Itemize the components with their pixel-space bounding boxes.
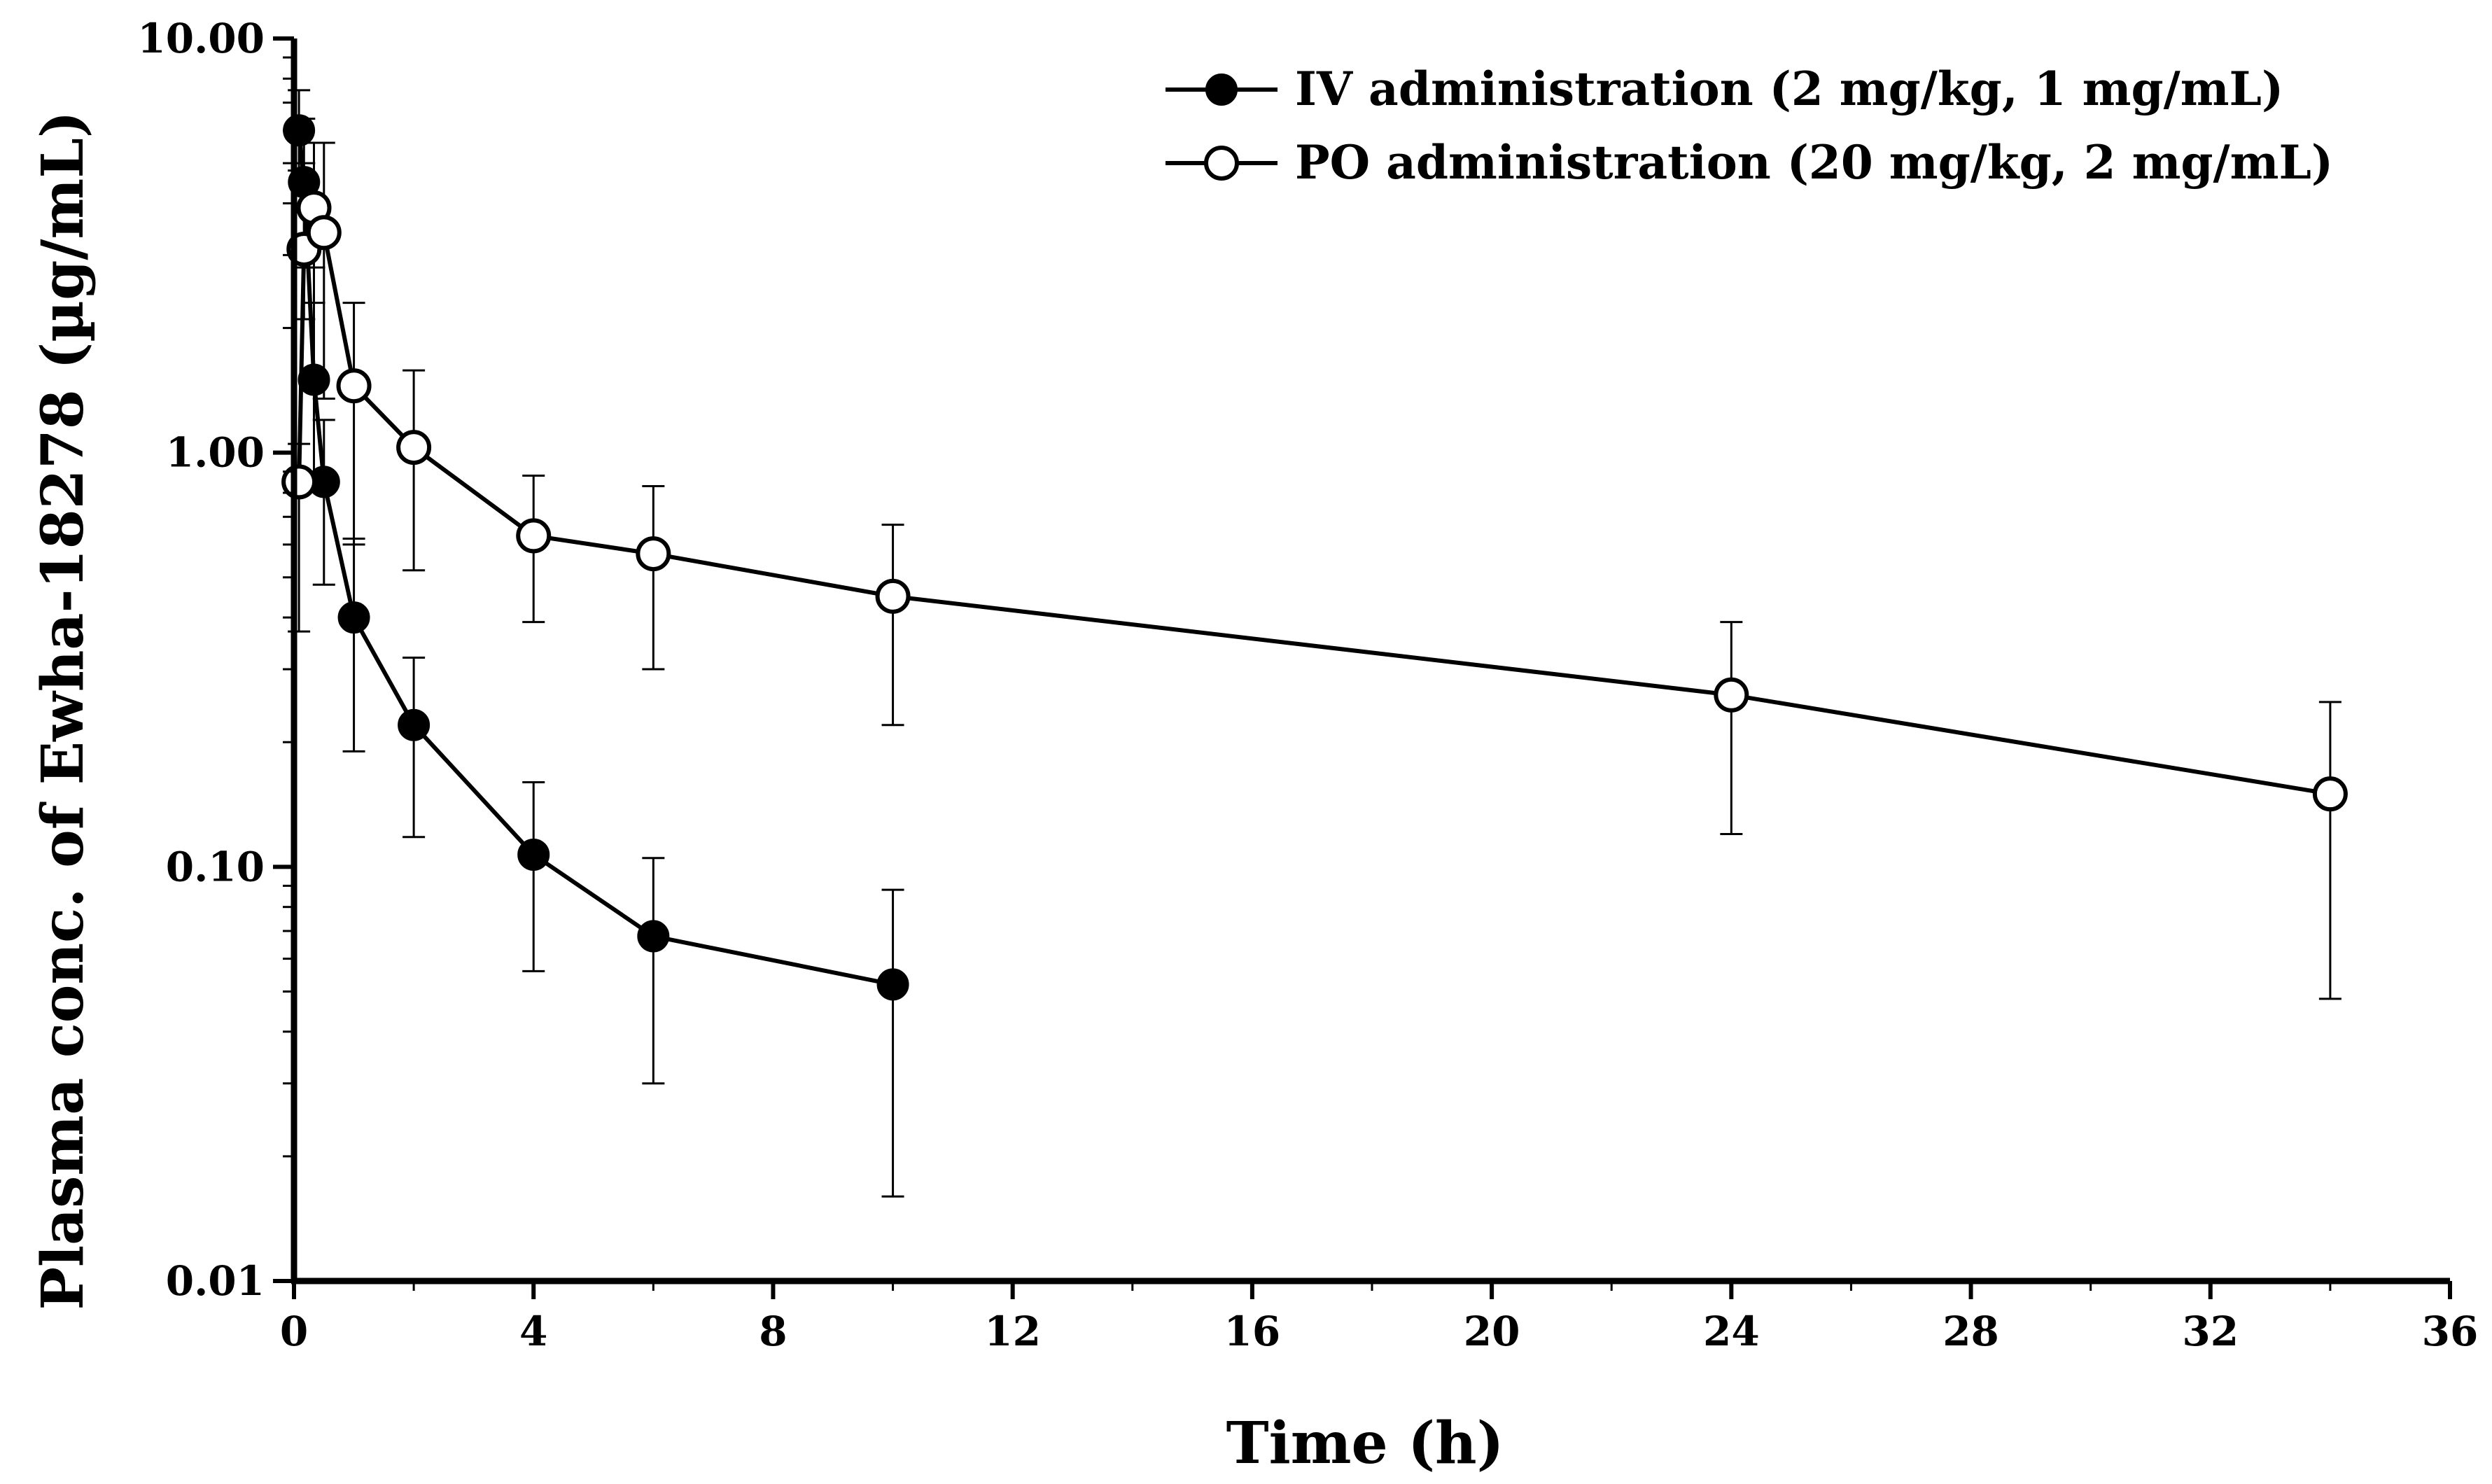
x-tick-label: 36	[2422, 1308, 2479, 1355]
legend-marker-iv	[1205, 74, 1238, 106]
y-tick-label: 0.01	[166, 1257, 265, 1305]
x-tick-label: 0	[280, 1308, 308, 1355]
x-axis-title: Time (h)	[1226, 1410, 1504, 1477]
data-point-po	[1714, 677, 1749, 713]
data-point-po	[636, 536, 671, 572]
data-point-iv	[517, 838, 550, 871]
data-point-iv	[398, 708, 430, 741]
data-point-po	[875, 578, 911, 614]
x-tick-label: 12	[984, 1308, 1041, 1355]
data-point-po	[306, 215, 342, 251]
y-tick-label: 0.10	[166, 843, 265, 890]
data-point-iv	[298, 363, 330, 396]
axes: 0.01 0.10 1.00 10.00 0 4 8 12 16 20 24 28 32 36	[137, 15, 2478, 1355]
data-point-iv	[637, 920, 670, 953]
y-axis-title: Plasma conc. of Ewha-18278 (µg/mL)	[29, 111, 97, 1310]
x-tick-label: 4	[519, 1308, 547, 1355]
x-tick-label: 28	[1942, 1308, 1999, 1355]
data-point-po	[336, 368, 372, 404]
y-tick-label: 10.00	[137, 15, 265, 62]
series-line-po	[297, 205, 2331, 797]
x-tick-label: 32	[2182, 1308, 2239, 1355]
error-bars-layer	[288, 89, 2342, 1198]
x-tick-label: 8	[759, 1308, 787, 1355]
data-point-po	[2312, 776, 2348, 812]
legend-marker-po	[1204, 146, 1239, 181]
data-point-po	[516, 518, 552, 554]
series-lines-layer	[297, 130, 2331, 987]
legend-label-po: PO administration (20 mg/kg, 2 mg/mL)	[1295, 135, 2333, 190]
data-point-iv	[337, 601, 370, 634]
markers-layer	[281, 114, 2348, 1001]
x-tick-label: 16	[1224, 1308, 1281, 1355]
legend: IV administration (2 mg/kg, 1 mg/mL) PO a…	[1166, 62, 2333, 190]
y-tick-label: 1.00	[166, 429, 265, 477]
x-tick-label: 20	[1464, 1308, 1520, 1355]
x-tick-label: 24	[1703, 1308, 1760, 1355]
data-point-iv	[876, 968, 909, 1001]
data-point-po	[396, 430, 432, 465]
series-line-iv	[297, 130, 894, 987]
legend-label-iv: IV administration (2 mg/kg, 1 mg/mL)	[1295, 62, 2283, 116]
